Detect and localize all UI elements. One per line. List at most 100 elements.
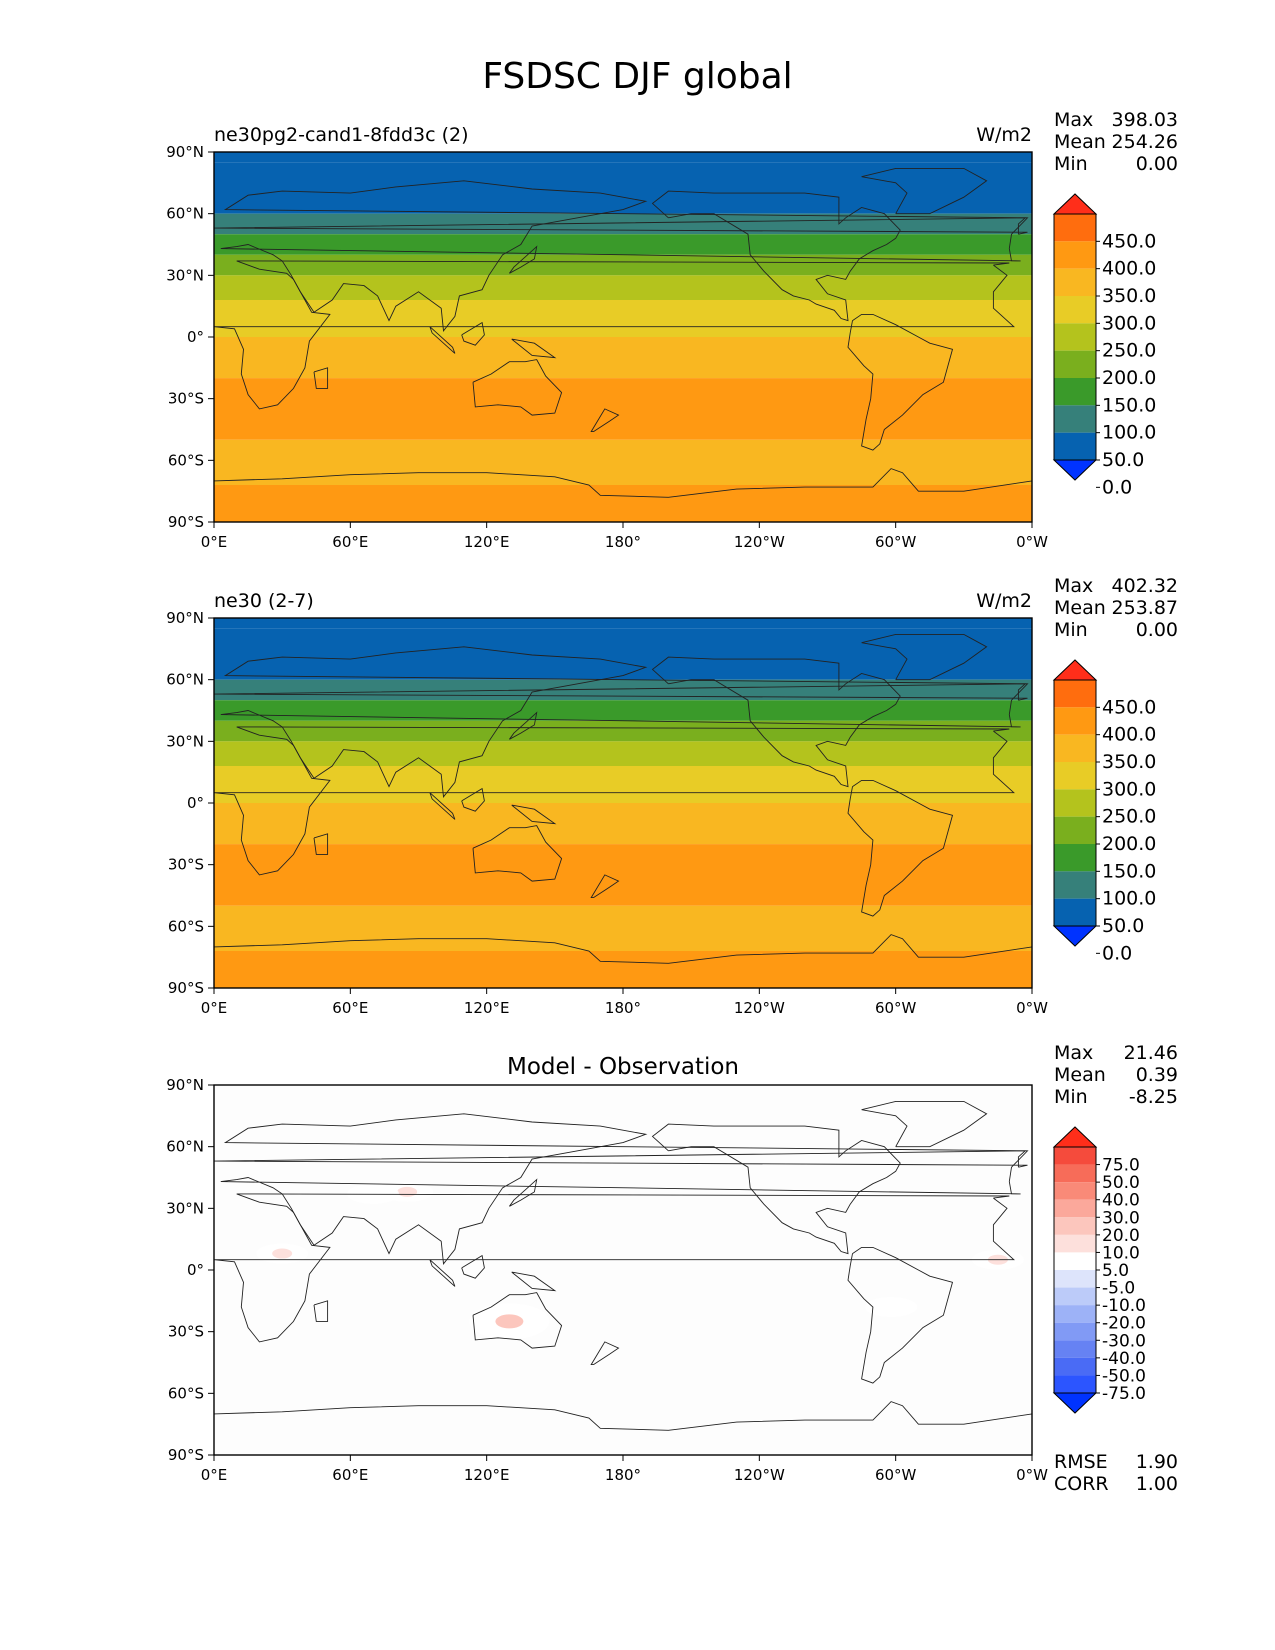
colorbar-segment (1054, 1217, 1096, 1235)
coastline (847, 313, 954, 451)
coastline (214, 260, 1015, 410)
colorbar-label: -30.0 (1102, 1331, 1146, 1351)
stat-mean-value: 0.39 (1136, 1064, 1178, 1086)
coastline (461, 787, 485, 812)
field-band (214, 803, 1032, 845)
lon-tick-label: 0°W (1016, 533, 1048, 551)
coastline (861, 167, 988, 215)
lat-tick-label: 0° (187, 794, 204, 812)
stat-mean-label: Mean (1054, 131, 1106, 153)
stat-min-label: Min (1054, 1086, 1088, 1108)
map-panel-reference: ne30 (2-7) W/m2 90°N 60°N 30°N 0° 30°S 60°S 90°S… (166, 575, 1178, 1017)
colorbar-label: 150.0 (1102, 394, 1156, 416)
colorbar-segment (1054, 1234, 1096, 1253)
colorbar: 75.050.040.030.020.010.05.0-5.0-10.0-20.… (1052, 1126, 1146, 1414)
lat-tick-label: 60°S (168, 917, 204, 935)
field-band (214, 905, 1032, 951)
field-band (214, 485, 1032, 522)
colorbar-label: 30.0 (1102, 1208, 1140, 1228)
colorbar-label: -75.0 (1102, 1384, 1146, 1404)
coastline (214, 1401, 1032, 1455)
colorbar-segment (1054, 1147, 1096, 1165)
lon-tick-label: 0°E (201, 1466, 228, 1484)
stats-block: Max 398.03 Mean 254.26 Min 0.00 (1054, 109, 1178, 175)
coastline (429, 326, 456, 354)
lat-tick-label: 30°N (166, 732, 204, 750)
lat-tick-label: 0° (187, 1261, 204, 1279)
lat-tick-label: 30°S (168, 856, 204, 874)
colorbar-segment (1054, 241, 1096, 269)
coastline (214, 683, 1028, 701)
coastline (214, 726, 1015, 876)
lat-tick-label: 0° (187, 328, 204, 346)
colorbar-label: 50.0 (1102, 449, 1144, 471)
lon-tick-label: 60°W (875, 999, 917, 1017)
lat-tick-label: 90°S (168, 1446, 204, 1464)
lat-tick-label: 90°N (166, 1076, 204, 1094)
field-band (214, 378, 1032, 440)
colorbar-label: 20.0 (1102, 1226, 1140, 1246)
metrics-block: RMSE 1.90 CORR 1.00 (1054, 1451, 1178, 1495)
lon-tick-label: 180° (605, 1466, 641, 1484)
field-band (214, 700, 1032, 721)
colorbar-segment (1054, 214, 1096, 242)
coastline (511, 338, 557, 359)
stat-max-value: 21.46 (1124, 1042, 1178, 1064)
colorbar: 450.0 400.0 350.0 300.0 250.0 200.0 150.0 100.0… (1052, 193, 1156, 498)
colorbar: 450.0 400.0 350.0 300.0 250.0 200.0 150.0 100.0… (1052, 659, 1156, 964)
colorbar-label: 400.0 (1102, 724, 1156, 746)
field-band (214, 254, 1032, 276)
stat-max-label: Max (1054, 575, 1093, 597)
colorbar-label: 10.0 (1102, 1243, 1140, 1263)
coastline (847, 1246, 954, 1384)
coastline (511, 1271, 557, 1292)
colorbar-extend-high (1052, 1126, 1098, 1148)
colorbar-label: 200.0 (1102, 833, 1156, 855)
colorbar-label: 450.0 (1102, 230, 1156, 252)
colorbar-extend-low (1052, 925, 1098, 947)
colorbar-label: 5.0 (1102, 1261, 1129, 1281)
coastline (429, 792, 456, 820)
stats-block: Max 402.32 Mean 253.87 Min 0.00 (1054, 575, 1178, 641)
field-band (214, 720, 1032, 742)
colorbar-label: 50.0 (1102, 915, 1144, 937)
lon-tick-label: 60°E (332, 533, 368, 551)
colorbar-label: 40.0 (1102, 1191, 1140, 1211)
colorbar-label: 450.0 (1102, 696, 1156, 718)
colorbar-label: -40.0 (1102, 1349, 1146, 1369)
lon-tick-label: 180° (605, 999, 641, 1017)
rmse-value: 1.90 (1136, 1451, 1178, 1473)
stat-mean-label: Mean (1054, 597, 1106, 619)
lon-tick-label: 120°W (734, 1466, 785, 1484)
coastline (220, 646, 1029, 798)
coastline (651, 1123, 901, 1255)
colorbar-extend-low (1052, 1392, 1098, 1414)
colorbar-segment (1054, 378, 1096, 406)
coastline (214, 217, 1028, 235)
lon-tick-label: 180° (605, 533, 641, 551)
anomaly-core (272, 1248, 293, 1259)
field-band (214, 741, 1032, 766)
field-band (214, 439, 1032, 485)
field-band (214, 162, 1032, 214)
stat-mean-value: 254.26 (1112, 131, 1178, 153)
colorbar-segment (1054, 1305, 1096, 1323)
colorbar-label: -10.0 (1102, 1296, 1146, 1316)
coastline (590, 1341, 620, 1366)
coastline (214, 468, 1032, 522)
colorbar-segment (1054, 1164, 1096, 1183)
stat-min-value: -8.25 (1129, 1086, 1178, 1108)
panel-center-title: Model - Observation (507, 1054, 739, 1080)
coastline (847, 779, 954, 917)
stat-mean-label: Mean (1054, 1064, 1106, 1086)
lat-tick-label: 90°N (166, 609, 204, 627)
colorbar-label: 75.0 (1102, 1156, 1140, 1176)
anomaly-core (495, 1314, 524, 1329)
colorbar-segment (1054, 1357, 1096, 1376)
lon-tick-label: 60°E (332, 1466, 368, 1484)
panel-units: W/m2 (976, 124, 1032, 146)
colorbar-segment (1054, 405, 1096, 433)
stat-min-label: Min (1054, 153, 1088, 175)
lat-tick-label: 90°N (166, 143, 204, 161)
